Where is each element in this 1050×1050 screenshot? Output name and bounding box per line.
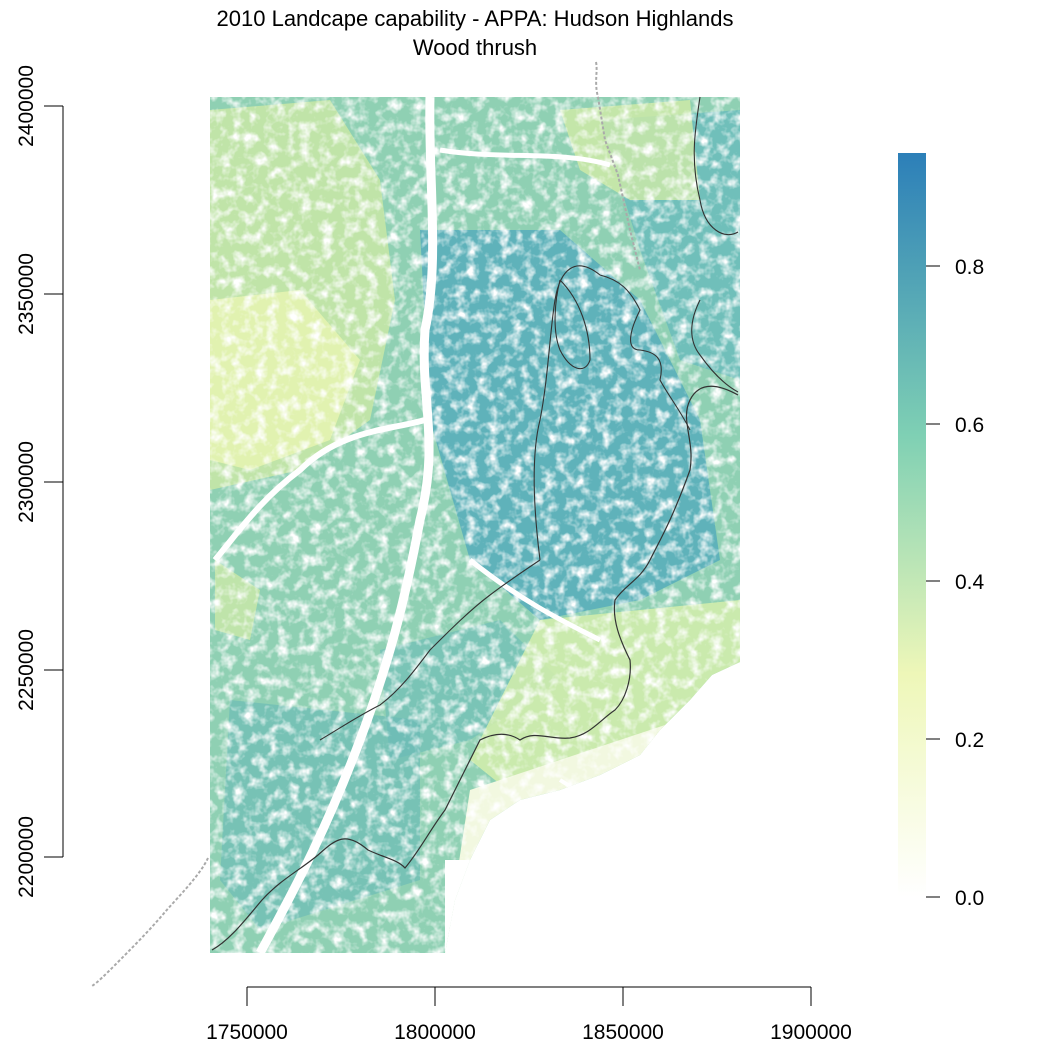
legend-tick-label: 0.6 — [955, 414, 984, 437]
y-axis: 2200000 2250000 2300000 2350000 2400000 — [15, 65, 64, 898]
legend-tick-label: 0.8 — [955, 256, 984, 279]
state-boundary-line — [91, 61, 641, 987]
y-tick-label: 2350000 — [15, 253, 38, 335]
map-subtitle: Wood thrush — [412, 35, 538, 60]
legend-tick-label: 0.2 — [955, 729, 984, 752]
x-tick-label: 1750000 — [206, 1021, 288, 1044]
y-tick-label: 2300000 — [15, 441, 38, 523]
x-tick-label: 1900000 — [770, 1021, 852, 1044]
legend-tick-label: 0.4 — [955, 571, 985, 594]
legend-tick-label: 0.0 — [955, 887, 984, 910]
y-tick-label: 2200000 — [15, 816, 38, 898]
x-axis: 1750000 1800000 1850000 1900000 — [206, 986, 852, 1044]
x-tick-label: 1850000 — [582, 1021, 664, 1044]
appa-boundary-line-ridge — [319, 299, 739, 741]
y-tick-label: 2250000 — [15, 629, 38, 711]
legend-colorbar: 0.0 0.2 0.4 0.6 0.8 — [898, 153, 985, 910]
x-tick-label: 1800000 — [394, 1021, 476, 1044]
capability-raster — [210, 97, 740, 953]
y-tick-label: 2400000 — [15, 65, 38, 147]
map-title: 2010 Landcape capability - APPA: Hudson … — [216, 6, 734, 31]
appa-boundary-line-north — [533, 96, 739, 561]
appa-boundary-line — [211, 385, 739, 951]
